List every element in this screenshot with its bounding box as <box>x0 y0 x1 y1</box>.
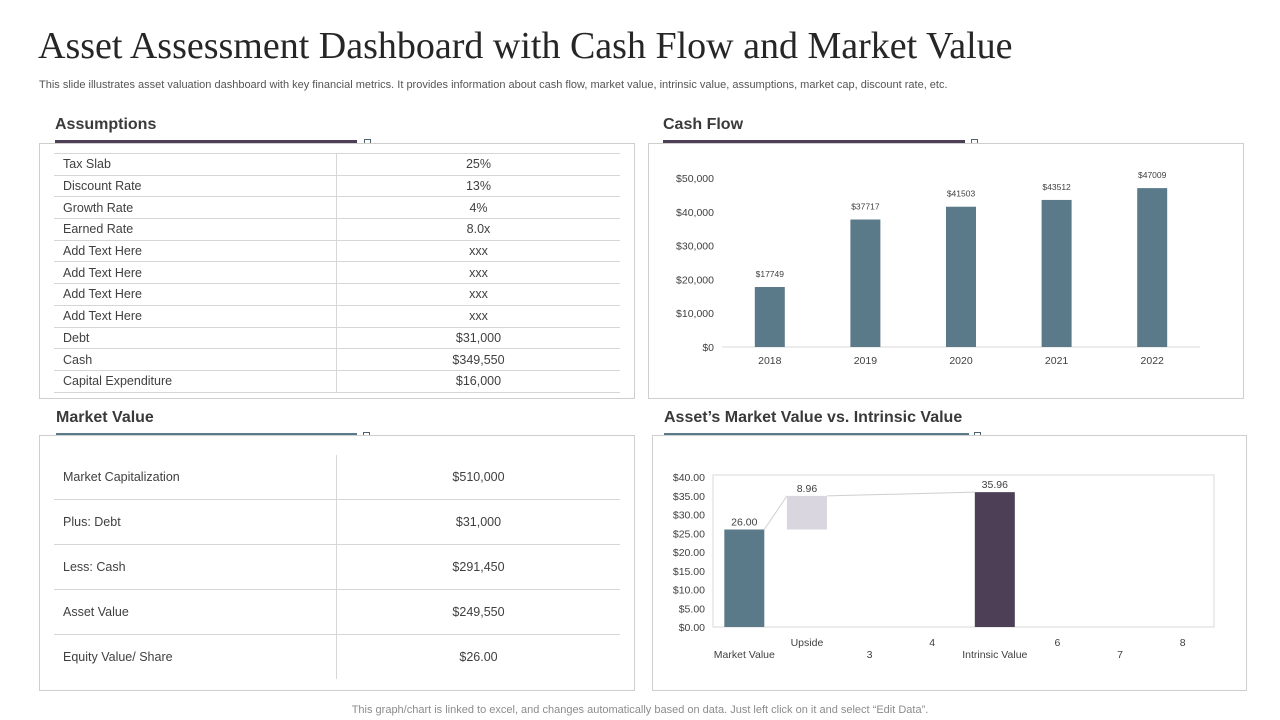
assumption-label: Add Text Here <box>54 305 337 328</box>
market-value-row: Less: Cash $291,450 <box>54 544 620 590</box>
assumption-value: 25% <box>336 153 620 176</box>
assumption-value: $31,000 <box>336 327 620 350</box>
cash-flow-panel <box>648 143 1244 399</box>
mv-vs-intrinsic-panel <box>652 435 1247 691</box>
market-value-label: Market Capitalization <box>54 455 337 501</box>
market-value-value: $249,550 <box>336 589 620 635</box>
page-subtitle: This slide illustrates asset valuation d… <box>39 79 948 91</box>
market-value-row: Asset Value $249,550 <box>54 589 620 635</box>
market-value-label: Plus: Debt <box>54 499 337 546</box>
assumptions-title: Assumptions <box>55 116 157 133</box>
mv-vs-intrinsic-title: Asset’s Market Value vs. Intrinsic Value <box>664 409 963 426</box>
assumption-label: Earned Rate <box>54 218 337 241</box>
assumptions-accent-bar <box>55 140 357 144</box>
assumption-row: Add Text Here xxx <box>54 283 620 306</box>
assumption-row: Earned Rate 8.0x <box>54 218 620 241</box>
assumption-row: Capital Expenditure $16,000 <box>54 370 620 393</box>
assumption-row: Add Text Here xxx <box>54 240 620 263</box>
assumption-label: Add Text Here <box>54 283 337 306</box>
assumption-value: 13% <box>336 175 620 198</box>
assumption-row: Growth Rate 4% <box>54 196 620 220</box>
assumption-label: Capital Expenditure <box>54 370 337 393</box>
assumption-value: $349,550 <box>336 348 620 371</box>
page-title: Asset Assessment Dashboard with Cash Flo… <box>38 25 1013 67</box>
assumptions-table: Tax Slab 25% Discount Rate 13% Growth Rate 4%… <box>54 153 620 393</box>
market-value-row: Equity Value/ Share $26.00 <box>54 634 620 679</box>
assumption-label: Growth Rate <box>54 196 337 220</box>
assumption-label: Tax Slab <box>54 153 337 176</box>
assumption-row: Add Text Here xxx <box>54 305 620 328</box>
market-value-value: $31,000 <box>336 499 620 546</box>
market-value-title: Market Value <box>56 409 154 426</box>
assumption-value: xxx <box>336 261 620 285</box>
cash-flow-accent-bar <box>663 140 965 144</box>
assumption-label: Debt <box>54 327 337 350</box>
market-value-value: $26.00 <box>336 634 620 679</box>
assumption-value: $16,000 <box>336 370 620 393</box>
assumption-value: xxx <box>336 283 620 306</box>
market-value-value: $291,450 <box>336 544 620 590</box>
assumption-label: Add Text Here <box>54 240 337 263</box>
assumption-row: Tax Slab 25% <box>54 153 620 176</box>
assumption-value: xxx <box>336 305 620 328</box>
market-value-label: Asset Value <box>54 589 337 635</box>
assumption-row: Debt $31,000 <box>54 327 620 350</box>
assumption-label: Add Text Here <box>54 261 337 285</box>
assumption-label: Cash <box>54 348 337 371</box>
market-value-row: Market Capitalization $510,000 <box>54 455 620 501</box>
assumption-row: Add Text Here xxx <box>54 261 620 285</box>
assumption-value: 8.0x <box>336 218 620 241</box>
assumption-value: 4% <box>336 196 620 220</box>
assumption-value: xxx <box>336 240 620 263</box>
footer-note: This graph/chart is linked to excel, and… <box>351 704 929 716</box>
market-value-value: $510,000 <box>336 455 620 501</box>
assumption-row: Discount Rate 13% <box>54 175 620 198</box>
market-value-row: Plus: Debt $31,000 <box>54 499 620 546</box>
market-value-table: Market Capitalization $510,000 Plus: Debt $… <box>54 455 620 679</box>
assumption-label: Discount Rate <box>54 175 337 198</box>
market-value-label: Equity Value/ Share <box>63 649 173 664</box>
cash-flow-title: Cash Flow <box>663 116 744 133</box>
assumption-row: Cash $349,550 <box>54 348 620 371</box>
market-value-label: Less: Cash <box>54 544 337 590</box>
